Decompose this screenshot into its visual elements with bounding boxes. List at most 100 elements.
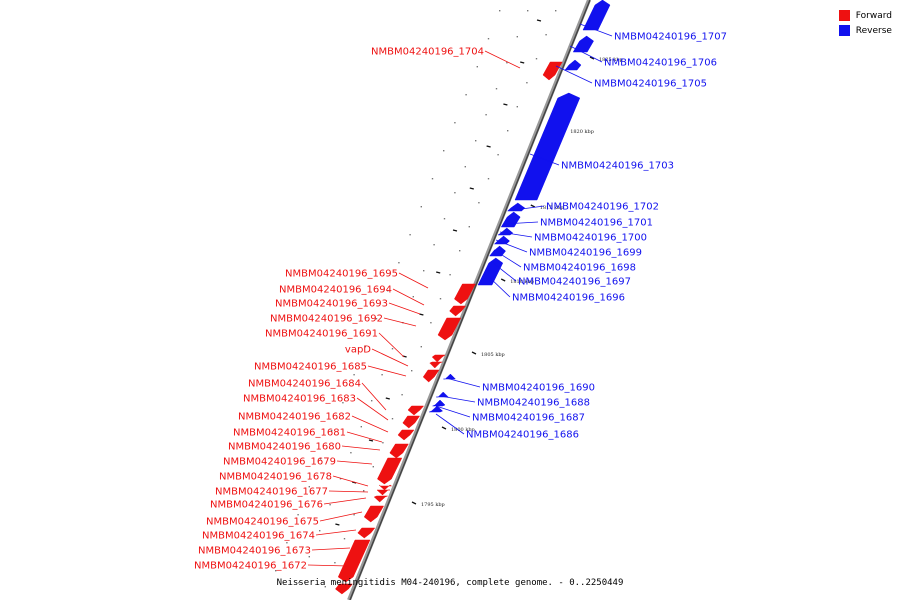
guide-dot: [423, 270, 425, 272]
forward-gene-label: NMBM04240196_1682: [238, 412, 351, 423]
scale-tick: [471, 351, 477, 355]
forward-leader-line: [378, 332, 405, 358]
forward-gene-label: NMBM04240196_1680: [228, 442, 341, 453]
guide-dot: [527, 10, 529, 12]
forward-leader-line: [323, 497, 367, 505]
guide-dot: [487, 178, 490, 180]
guide-dot: [439, 298, 442, 300]
reverse-gene-label: NMBM04240196_1705: [594, 79, 707, 90]
guide-dot: [381, 374, 383, 376]
guide-dot: [420, 206, 422, 208]
gene-arrow: [397, 429, 415, 441]
scale-tick-label: 1795 kbp: [421, 502, 445, 508]
guide-dash: [419, 313, 424, 316]
guide-dot: [275, 570, 277, 572]
reverse-leader-line: [579, 23, 613, 37]
reverse-gene-label: NMBM04240196_1686: [466, 430, 579, 441]
guide-dot: [465, 94, 467, 96]
scale-tick: [530, 204, 536, 208]
reverse-leader-line: [435, 413, 465, 435]
guide-dot: [329, 504, 331, 506]
guide-dot: [375, 318, 378, 320]
guide-dot: [308, 486, 310, 488]
guide-dot: [398, 262, 400, 264]
guide-dot: [324, 586, 326, 588]
guide-dot: [443, 150, 445, 152]
guide-dot: [433, 244, 435, 246]
guide-dash: [452, 229, 458, 232]
reverse-leader-line: [529, 153, 560, 166]
gene-arrow: [454, 283, 476, 305]
scale-tick: [441, 426, 447, 430]
guide-dot: [342, 402, 344, 404]
guide-dash: [486, 145, 491, 148]
guide-dash: [536, 19, 542, 22]
guide-dash: [368, 439, 374, 442]
reverse-gene-label: NMBM04240196_1706: [604, 58, 717, 69]
gene-arrow: [376, 489, 390, 496]
forward-leader-line: [328, 490, 369, 493]
scale-tick: [589, 56, 595, 60]
guide-dot: [382, 442, 384, 444]
forward-gene-label: NMBM04240196_1677: [215, 487, 328, 498]
guide-dash: [503, 103, 508, 106]
genome-axis: [347, 0, 591, 600]
guide-dot: [535, 58, 538, 60]
guide-dash: [385, 397, 390, 400]
gene-arrow: [337, 539, 371, 583]
guide-dot: [286, 542, 288, 544]
guide-dot: [409, 234, 411, 236]
forward-gene-label: NMBM04240196_1681: [233, 428, 346, 439]
forward-leader-line: [319, 511, 363, 522]
reverse-swatch-icon: [838, 25, 850, 36]
guide-dot: [431, 178, 434, 180]
guide-dot: [319, 530, 321, 532]
gene-arrow: [402, 415, 421, 429]
reverse-leader-line: [491, 261, 517, 282]
gene-arrow: [378, 484, 393, 491]
forward-gene-label: NMBM04240196_1704: [371, 47, 484, 58]
guide-dot: [363, 490, 365, 492]
forward-leader-line: [341, 445, 381, 451]
scale-tick: [500, 278, 506, 282]
guide-dot: [516, 36, 518, 38]
guide-dot: [516, 106, 518, 108]
guide-dot: [387, 290, 389, 292]
guide-dot: [371, 400, 373, 402]
legend-item-reverse: Reverse: [838, 23, 892, 38]
guide-dot: [555, 10, 557, 12]
gene-arrow: [389, 443, 409, 459]
reverse-leader-line: [499, 231, 533, 238]
reverse-gene-label: NMBM04240196_1690: [482, 383, 595, 394]
guide-dot: [497, 154, 499, 156]
gene-arrow: [432, 399, 446, 407]
guide-dot: [454, 192, 456, 194]
reverse-leader-line: [439, 395, 476, 403]
guide-dot: [353, 374, 355, 376]
scale-tick-label: 1800 kbp: [451, 427, 475, 433]
guide-dot: [443, 218, 446, 220]
forward-gene-label: NMBM04240196_1673: [198, 546, 311, 557]
guide-dot: [468, 226, 470, 228]
guide-dot: [545, 34, 547, 36]
guide-dash: [436, 271, 441, 274]
guide-dot: [360, 426, 362, 428]
forward-gene-label: NMBM04240196_1683: [243, 394, 356, 405]
forward-leader-line: [361, 382, 387, 411]
guide-dot: [476, 66, 478, 68]
guide-dot: [391, 348, 394, 350]
legend: Forward Reverse: [838, 8, 892, 38]
reverse-gene-label: NMBM04240196_1696: [512, 293, 625, 304]
gene-arrow: [582, 0, 611, 31]
axis-line-core: [349, 0, 591, 600]
guide-dot: [353, 514, 355, 516]
forward-leader-line: [346, 431, 383, 443]
forward-swatch-icon: [838, 10, 850, 21]
reverse-gene-label: NMBM04240196_1700: [534, 233, 647, 244]
reverse-leader-line: [493, 249, 522, 268]
forward-leader-line: [311, 547, 351, 551]
forward-gene-label: NMBM04240196_1685: [254, 362, 367, 373]
forward-gene-label: NMBM04240196_1694: [279, 285, 392, 296]
forward-gene-label: NMBM04240196_1695: [285, 269, 398, 280]
